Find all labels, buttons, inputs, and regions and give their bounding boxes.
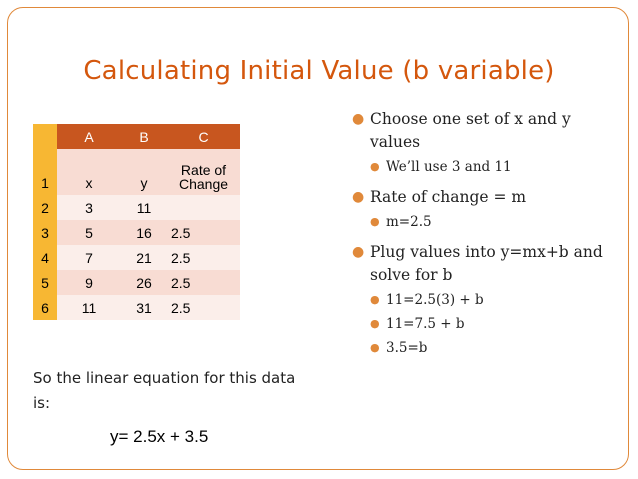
table-row: 2 3 11: [33, 195, 240, 220]
column-header-b: B: [121, 124, 167, 149]
bullet-dot-icon: ●: [352, 111, 365, 127]
bullet-text: Choose one set of x and y values: [370, 110, 571, 151]
bullet-list: ● Choose one set of x and y values ● We’…: [350, 108, 615, 361]
final-equation: y= 2.5x + 3.5: [110, 427, 209, 446]
table-row: 4 7 21 2.5: [33, 245, 240, 270]
table-row: 5 9 26 2.5: [33, 270, 240, 295]
sub-bullet-text: m=2.5: [386, 214, 432, 230]
sub-bullet-item: ● 11=2.5(3) + b: [350, 289, 615, 311]
row-number: 6: [33, 295, 57, 320]
cell-c: 2.5: [167, 270, 240, 295]
table-row: 6 11 31 2.5: [33, 295, 240, 320]
cell-a: 3: [57, 195, 121, 220]
bullet-text: Plug values into y=mx+b and solve for b: [370, 243, 603, 284]
row-number: 5: [33, 270, 57, 295]
cell-c: Rate of Change: [167, 149, 240, 195]
cell-a: 9: [57, 270, 121, 295]
sub-bullet-item: ● 3.5=b: [350, 337, 615, 359]
bullet-dot-icon: ●: [370, 317, 380, 330]
bullet-item: ● Choose one set of x and y values: [350, 108, 615, 154]
row-number: 3: [33, 220, 57, 245]
cell-b: 16: [121, 220, 167, 245]
sub-bullet-text: We’ll use 3 and 11: [386, 159, 512, 175]
sub-bullet-item: ● We’ll use 3 and 11: [350, 156, 615, 178]
bullet-item: ● Rate of change = m: [350, 186, 615, 209]
sub-bullet-item: ● m=2.5: [350, 211, 615, 233]
cell-c: 2.5: [167, 245, 240, 270]
bullet-dot-icon: ●: [370, 160, 380, 173]
bullet-dot-icon: ●: [352, 189, 365, 205]
cell-b: 11: [121, 195, 167, 220]
bullet-dot-icon: ●: [370, 341, 380, 354]
bullet-dot-icon: ●: [370, 215, 380, 228]
corner-cell: [33, 124, 57, 149]
slide-title: Calculating Initial Value (b variable): [83, 56, 555, 86]
column-header-row: A B C: [33, 124, 240, 149]
cell-a: 5: [57, 220, 121, 245]
row-number: 2: [33, 195, 57, 220]
cell-c: [167, 195, 240, 220]
conclusion-note: So the linear equation for this data is:: [33, 369, 296, 412]
cell-c: 2.5: [167, 220, 240, 245]
cell-b: y: [121, 149, 167, 195]
column-header-a: A: [57, 124, 121, 149]
bullet-dot-icon: ●: [352, 244, 365, 260]
slide-frame: [7, 7, 629, 470]
bullet-item: ● Plug values into y=mx+b and solve for …: [350, 241, 615, 287]
bullet-text: Rate of change = m: [370, 188, 527, 206]
row-number: 4: [33, 245, 57, 270]
sub-bullet-item: ● 11=7.5 + b: [350, 313, 615, 335]
sub-bullet-text: 3.5=b: [386, 340, 428, 356]
sub-bullet-text: 11=2.5(3) + b: [386, 292, 484, 308]
cell-c: 2.5: [167, 295, 240, 320]
cell-b: 21: [121, 245, 167, 270]
spreadsheet-table: A B C 1 x y Rate of Change 2 3 11 3 5 16…: [33, 124, 240, 320]
cell-a: 7: [57, 245, 121, 270]
column-header-c: C: [167, 124, 240, 149]
bullet-dot-icon: ●: [370, 293, 380, 306]
cell-a: x: [57, 149, 121, 195]
cell-b: 31: [121, 295, 167, 320]
table-row: 3 5 16 2.5: [33, 220, 240, 245]
row-number: 1: [33, 149, 57, 195]
table-row: 1 x y Rate of Change: [33, 149, 240, 195]
sub-bullet-text: 11=7.5 + b: [386, 316, 465, 332]
cell-b: 26: [121, 270, 167, 295]
cell-a: 11: [57, 295, 121, 320]
